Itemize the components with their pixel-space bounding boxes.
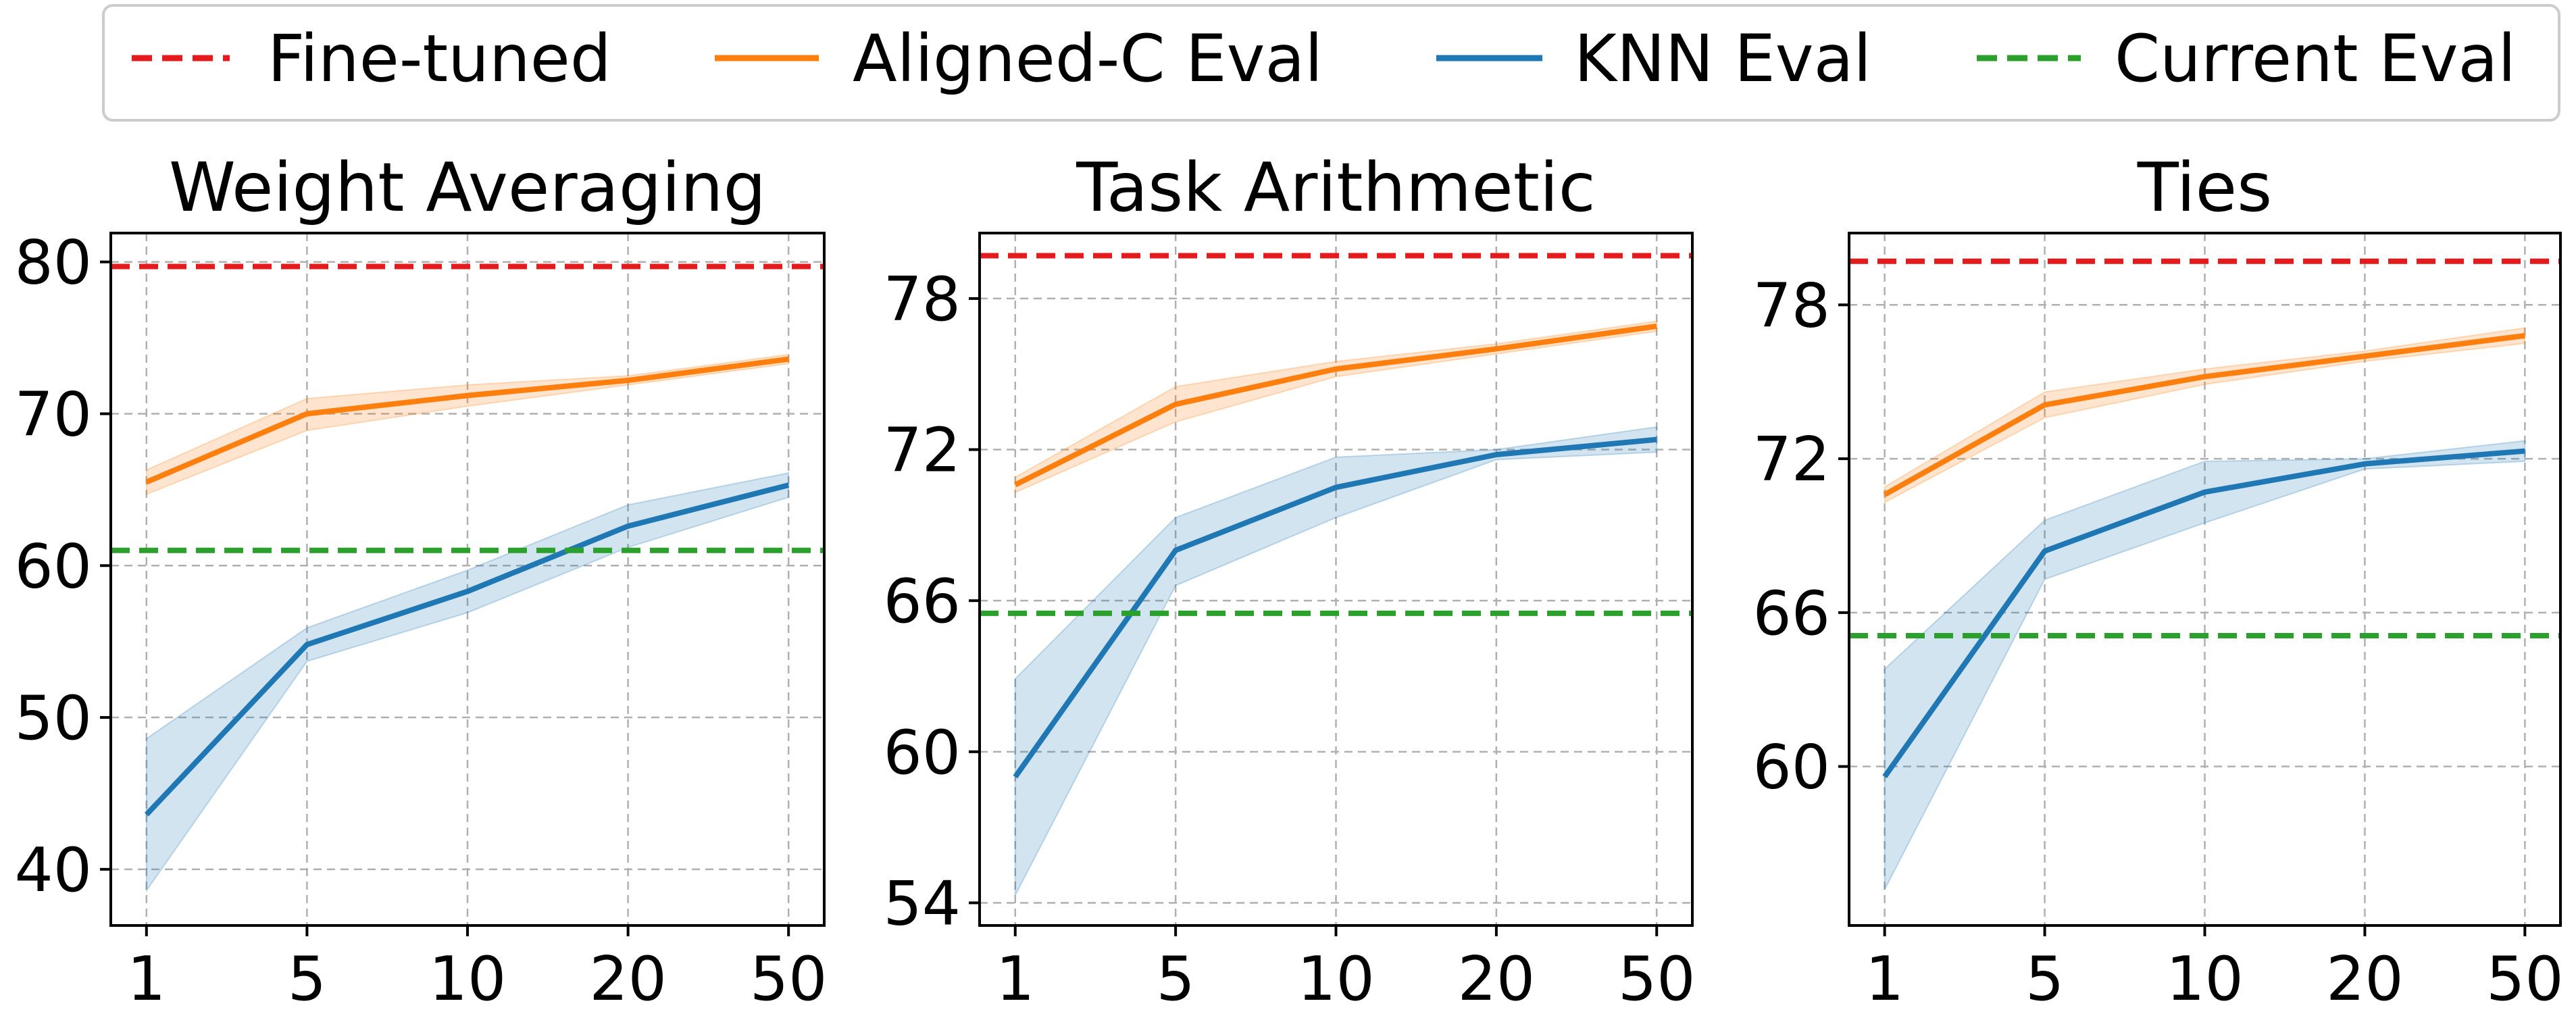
panel-weight-averaging-xtick-label-5: 5	[288, 944, 326, 1015]
panel-ties-knn-eval-band	[1884, 440, 2526, 890]
panel-ties-ytick-label-78: 78	[1752, 270, 1830, 341]
legend-item-current-eval: Current Eval	[1977, 21, 2516, 97]
panel-task-arithmetic: Task Arithmetic 1 5 10 20 50 54 60 66 72 78	[883, 148, 1695, 1015]
panel-ties-title: Ties	[2137, 148, 2272, 227]
legend-label-fine-tuned: Fine-tuned	[268, 21, 611, 97]
panel-weight-averaging-knn-eval-line	[144, 482, 790, 817]
panel-weight-averaging-xtick-label-10: 10	[429, 944, 507, 1015]
panel-task-arithmetic-knn-eval-band	[1014, 426, 1658, 896]
panel-task-arithmetic-ytick-label-66: 66	[883, 566, 961, 637]
chart-panels: Weight Averaging 1 5 10 20 50 40 50 60 70 80 Task A…	[14, 148, 2563, 1015]
panel-ties-ytick-label-66: 66	[1752, 578, 1830, 649]
panel-task-arithmetic-ytick-label-54: 54	[883, 868, 961, 939]
panel-task-arithmetic-aligned-c-eval-line	[1013, 323, 1657, 488]
panel-ties-ytick-label-72: 72	[1752, 424, 1830, 495]
panel-ties-knn-eval-line	[1882, 448, 2525, 779]
panel-task-arithmetic-xtick-label-5: 5	[1156, 944, 1194, 1015]
panel-ties-xtick-label-5: 5	[2025, 944, 2064, 1015]
panel-weight-averaging-ytick-label-50: 50	[14, 683, 92, 754]
legend-item-fine-tuned: Fine-tuned	[132, 21, 611, 97]
panel-ties-xtick-label-20: 20	[2326, 944, 2404, 1015]
legend-label-current-eval: Current Eval	[2115, 21, 2516, 97]
panel-task-arithmetic-xtick-label-10: 10	[1297, 944, 1375, 1015]
panel-weight-averaging-ytick-label-40: 40	[14, 835, 92, 906]
panel-task-arithmetic-xtick-label-50: 50	[1618, 944, 1696, 1015]
panel-task-arithmetic-knn-eval-line	[1013, 436, 1657, 779]
panel-task-arithmetic-xtick-label-20: 20	[1458, 944, 1536, 1015]
legend-box	[102, 4, 2560, 122]
panel-task-arithmetic-title: Task Arithmetic	[1076, 148, 1595, 227]
panel-weight-averaging-ytick-label-70: 70	[14, 379, 92, 450]
panel-weight-averaging-xtick-label-50: 50	[750, 944, 828, 1015]
panel-weight-averaging-aligned-c-eval-line	[145, 356, 789, 485]
legend: Fine-tuned Aligned-C Eval KNN Eval Current …	[102, 4, 2560, 122]
panel-weight-averaging-title: Weight Averaging	[169, 148, 766, 227]
panel-ties-aligned-c-eval-line	[1883, 332, 2525, 497]
panel-ties-xtick-label-1: 1	[1865, 944, 1904, 1015]
panel-task-arithmetic-ytick-label-60: 60	[883, 717, 961, 788]
panel-task-arithmetic-xtick-label-1: 1	[996, 944, 1034, 1015]
panel-ties-ytick-label-60: 60	[1752, 732, 1830, 803]
panel-task-arithmetic-ytick-label-72: 72	[883, 415, 961, 486]
panel-task-arithmetic-ytick-label-78: 78	[883, 264, 961, 335]
panel-ties-xtick-label-50: 50	[2486, 944, 2564, 1015]
panel-weight-averaging-xtick-label-1: 1	[127, 944, 166, 1015]
panel-weight-averaging-xtick-label-20: 20	[589, 944, 667, 1015]
panel-weight-averaging: Weight Averaging 1 5 10 20 50 40 50 60 70 80	[14, 148, 827, 1015]
panel-ties: Ties 1 5 10 20 50 60 66 72 78	[1752, 148, 2563, 1015]
legend-item-knn-eval: KNN Eval	[1436, 21, 1871, 97]
panel-task-arithmetic-aligned-c-eval-band	[1014, 320, 1658, 494]
legend-label-knn-eval: KNN Eval	[1574, 21, 1871, 97]
panel-ties-xtick-label-10: 10	[2166, 944, 2244, 1015]
legend-label-aligned-c-eval: Aligned-C Eval	[853, 21, 1323, 97]
panel-weight-averaging-ytick-label-60: 60	[14, 531, 92, 602]
panel-weight-averaging-ytick-label-80: 80	[14, 228, 92, 299]
legend-item-aligned-c-eval: Aligned-C Eval	[715, 21, 1323, 97]
